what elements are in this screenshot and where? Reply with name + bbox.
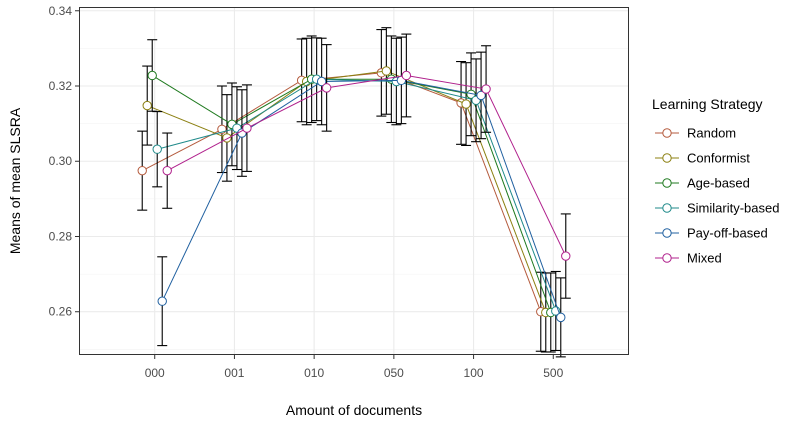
data-point (147, 70, 157, 81)
x-axis-title: Amount of documents (286, 402, 422, 418)
series-mixed (162, 33, 571, 299)
x-tick-label: 500 (543, 366, 563, 380)
data-point (142, 100, 152, 111)
data-point (242, 123, 252, 133)
legend-key-marker (662, 128, 672, 138)
x-tick-label: 050 (384, 366, 404, 380)
data-point (561, 251, 571, 261)
x-tick-label: 100 (464, 366, 484, 380)
legend-key-marker (662, 253, 672, 263)
panel-border (79, 7, 629, 355)
series-line (151, 75, 552, 313)
legend-title: Learning Strategy (652, 96, 763, 112)
series-line (157, 78, 557, 312)
legend-item: Pay-off-based (655, 226, 768, 241)
legend-label: Age-based (687, 176, 750, 191)
legend-label: Similarity-based (687, 201, 779, 216)
x-axis: 000 001 010 050 100 500 (145, 355, 564, 380)
data-point (157, 296, 167, 306)
data-point (137, 165, 147, 176)
data-point (381, 66, 392, 76)
legend-label: Conformist (687, 151, 750, 166)
legend: Learning Strategy Random Conformist Age-ba… (652, 96, 779, 266)
data-point (476, 90, 486, 101)
data-point (481, 84, 491, 94)
legend-label: Random (687, 126, 736, 141)
y-tick-label: 0.28 (49, 229, 73, 243)
legend-item: Random (655, 126, 736, 141)
legend-key-marker (662, 228, 672, 238)
legend-key-marker (662, 178, 672, 188)
x-tick-label: 001 (224, 366, 244, 380)
legend-key-marker (662, 203, 672, 213)
legend-label: Pay-off-based (687, 226, 768, 241)
series-similarity-based (152, 37, 561, 352)
grid-minor (79, 48, 629, 350)
y-tick-label: 0.32 (49, 79, 73, 93)
legend-key-marker (662, 153, 672, 163)
series-line (166, 74, 567, 257)
x-tick-label: 010 (304, 366, 324, 380)
panel-background (79, 7, 629, 355)
data-point (321, 83, 332, 93)
y-tick-label: 0.30 (49, 154, 73, 168)
y-tick-label: 0.34 (49, 4, 73, 18)
series-layer (137, 27, 571, 358)
y-axis-title: Means of mean SLSRA (7, 107, 23, 254)
x-tick-label: 000 (145, 366, 165, 380)
legend-item: Age-based (655, 176, 750, 191)
data-point (401, 70, 412, 81)
data-point (162, 165, 172, 176)
legend-item: Similarity-based (655, 201, 779, 216)
y-axis: 0.26 0.28 0.30 0.32 0.34 (49, 4, 79, 319)
legend-item: Mixed (655, 251, 722, 266)
data-point (316, 76, 327, 87)
data-point (461, 99, 471, 109)
legend-item: Conformist (655, 151, 750, 166)
data-point (556, 312, 566, 323)
y-tick-label: 0.26 (49, 305, 73, 319)
legend-label: Mixed (687, 251, 722, 266)
grid-major (79, 7, 629, 355)
series-line (161, 79, 562, 318)
data-point (152, 144, 162, 154)
